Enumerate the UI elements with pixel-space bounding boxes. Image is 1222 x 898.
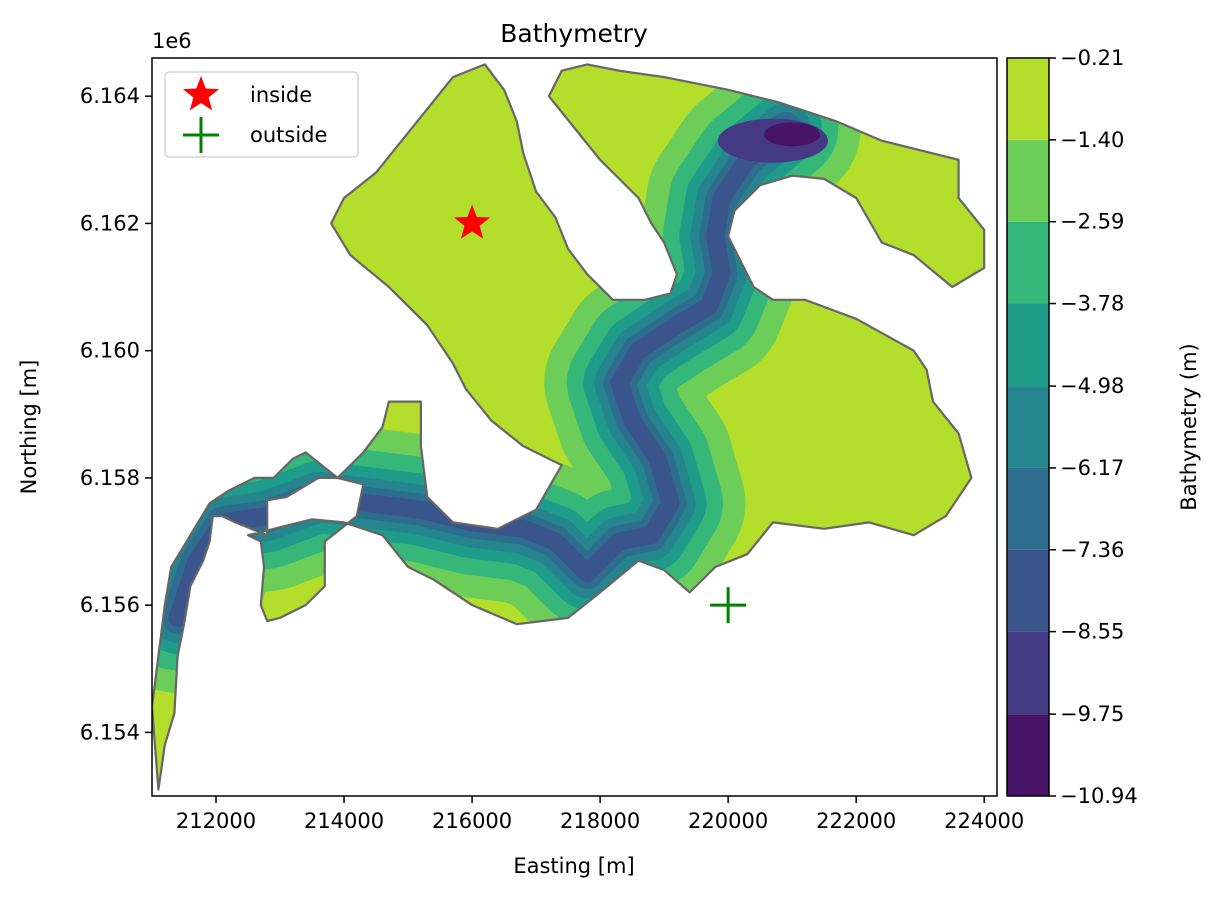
x-tick-label: 224000 — [944, 809, 1024, 833]
legend-label-outside: outside — [250, 123, 327, 147]
colorbar-segment — [1007, 221, 1049, 304]
colorbar-tick-label: −8.55 — [1060, 620, 1124, 644]
colorbar-frame — [1006, 57, 1050, 797]
point-inside-marker — [454, 204, 491, 239]
y-tick-label: 6.158 — [80, 466, 140, 490]
legend-plus-icon — [183, 117, 219, 153]
colorbar-tick-label: −3.78 — [1060, 292, 1124, 316]
colorbar-tick-label: −9.75 — [1060, 702, 1124, 726]
y-offset-label: 1e6 — [152, 29, 192, 53]
y-tick-label: 6.162 — [80, 211, 140, 235]
colorbar-tick-label: −1.40 — [1060, 128, 1124, 152]
y-tick-label: 6.164 — [80, 84, 140, 108]
colorbar-segment — [1007, 549, 1049, 632]
colorbar-tick-label: −10.94 — [1060, 784, 1138, 808]
colorbar-segment — [1007, 467, 1049, 550]
legend-label-inside: inside — [250, 83, 312, 107]
x-tick-label: 212000 — [176, 809, 256, 833]
colorbar-segment — [1007, 631, 1049, 715]
colorbar-tick-label: −0.21 — [1060, 46, 1124, 70]
deepest-pocket — [764, 122, 821, 147]
x-axis: 212000 214000 216000 218000 220000 222000 2240… — [176, 796, 1024, 833]
colorbar-segment — [1007, 58, 1049, 140]
x-tick-label: 218000 — [560, 809, 640, 833]
point-outside-marker — [710, 587, 747, 624]
y-axis: 6.154 6.156 6.158 6.160 6.162 6.164 — [80, 84, 152, 744]
domain-outline — [152, 63, 986, 791]
y-tick-label: 6.160 — [80, 339, 140, 363]
y-tick-label: 6.154 — [80, 720, 140, 744]
axes-frame — [151, 57, 998, 797]
x-axis-label: Easting [m] — [513, 854, 634, 878]
legend: inside outside — [164, 71, 359, 158]
colorbar-segment — [1007, 139, 1049, 222]
colorbar-tick-label: −4.98 — [1060, 374, 1124, 398]
y-axis-label: Northing [m] — [17, 360, 41, 495]
colorbar-segment — [1007, 303, 1049, 387]
colorbar: −10.94 −9.75 −8.55 −7.36 −6.17 −4.98 −3.78 −2.5… — [1006, 46, 1138, 808]
chart-title: Bathymetry — [500, 19, 648, 48]
colorbar-tick-label: −7.36 — [1060, 538, 1124, 562]
x-tick-label: 216000 — [432, 809, 512, 833]
plot-area — [152, 63, 986, 791]
x-tick-label: 222000 — [816, 809, 896, 833]
x-tick-label: 214000 — [304, 809, 384, 833]
y-tick-label: 6.156 — [80, 593, 140, 617]
x-tick-label: 220000 — [688, 809, 768, 833]
legend-star-icon — [182, 76, 220, 111]
colorbar-segment — [1007, 386, 1049, 468]
colorbar-tick-label: −6.17 — [1060, 456, 1124, 480]
colorbar-segment — [1007, 714, 1049, 796]
colorbar-tick-label: −2.59 — [1060, 210, 1124, 234]
colorbar-label: Bathymetry (m) — [1177, 343, 1201, 510]
